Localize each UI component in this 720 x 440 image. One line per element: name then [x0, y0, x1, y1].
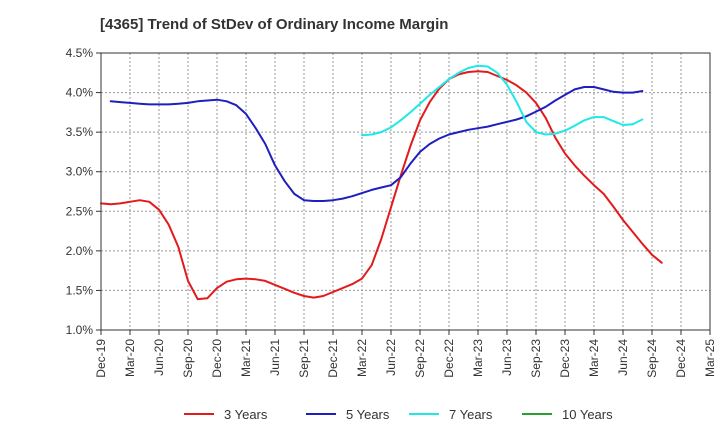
x-tick-label: Sep-21: [297, 339, 311, 378]
x-tick-label: Sep-20: [181, 339, 195, 378]
x-tick-label: Jun-23: [500, 339, 514, 376]
x-tick-label: Mar-22: [355, 339, 369, 377]
legend-label: 3 Years: [224, 407, 268, 422]
x-tick-label: Jun-20: [152, 339, 166, 376]
x-tick-label: Mar-24: [587, 339, 601, 377]
x-tick-label: Mar-25: [703, 339, 717, 377]
y-tick-label: 3.5%: [66, 125, 94, 139]
series-line-3-years: [100, 70, 663, 301]
legend: 3 Years 5 Years 7 Years 10 Years: [184, 407, 613, 422]
x-tick-label: Dec-21: [326, 339, 340, 378]
series-line-7-years: [361, 64, 644, 137]
x-tick-label: Sep-24: [645, 339, 659, 378]
y-tick-label: 2.0%: [66, 244, 94, 258]
x-tick-label: Jun-24: [616, 339, 630, 376]
x-tick-label: Dec-24: [674, 339, 688, 378]
x-tick-label: Dec-19: [94, 339, 108, 378]
x-tick-label: Mar-21: [239, 339, 253, 377]
x-tick-label: Sep-23: [529, 339, 543, 378]
legend-label: 10 Years: [562, 407, 613, 422]
x-tick-label: Jun-22: [384, 339, 398, 376]
x-tick-label: Mar-20: [123, 339, 137, 377]
y-tick-label: 1.5%: [66, 283, 94, 297]
y-tick-label: 4.0%: [66, 86, 94, 100]
y-tick-label: 2.5%: [66, 204, 94, 218]
x-tick-label: Mar-23: [471, 339, 485, 377]
x-tick-label: Dec-23: [558, 339, 572, 378]
x-tick-label: Sep-22: [413, 339, 427, 378]
y-axis-ticks: 1.0% 1.5% 2.0% 2.5% 3.0% 3.5% 4.0% 4.5%: [66, 46, 101, 337]
legend-label: 5 Years: [346, 407, 390, 422]
series-line-5-years: [109, 86, 644, 202]
series-lines: [100, 64, 663, 301]
y-tick-label: 1.0%: [66, 323, 94, 337]
y-tick-label: 3.0%: [66, 165, 94, 179]
y-tick-label: 4.5%: [66, 46, 94, 60]
x-tick-label: Dec-22: [442, 339, 456, 378]
x-axis-ticks: Dec-19 Mar-20 Jun-20 Sep-20 Dec-20 Mar-21 Jun-…: [94, 330, 717, 378]
x-tick-label: Dec-20: [210, 339, 224, 378]
x-tick-label: Jun-21: [268, 339, 282, 376]
chart-title: [4365] Trend of StDev of Ordinary Income…: [100, 16, 448, 33]
plot-area-frame: [100, 52, 711, 331]
legend-label: 7 Years: [449, 407, 493, 422]
